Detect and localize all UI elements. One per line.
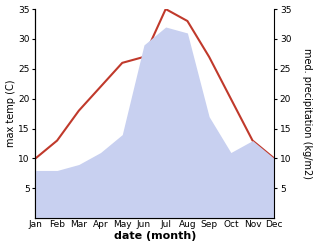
Y-axis label: med. precipitation (kg/m2): med. precipitation (kg/m2)	[302, 48, 313, 179]
X-axis label: date (month): date (month)	[114, 231, 196, 242]
Y-axis label: max temp (C): max temp (C)	[5, 80, 16, 147]
